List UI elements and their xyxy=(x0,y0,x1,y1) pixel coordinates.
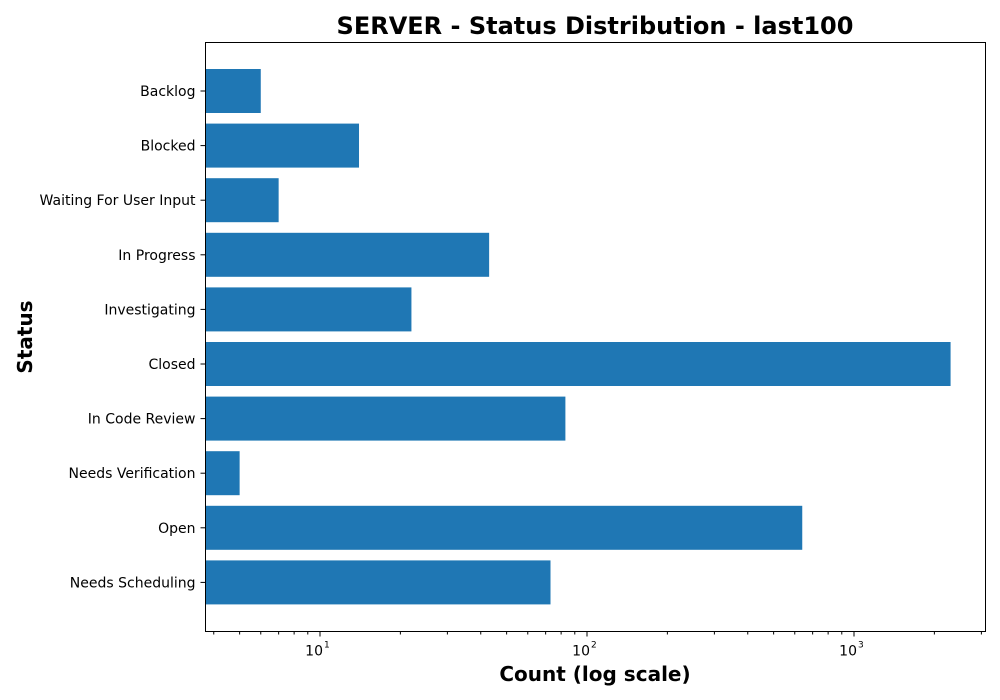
bar-closed xyxy=(205,342,951,386)
x-axis-ticks: 10 1 10 2 10 3 xyxy=(213,631,982,660)
bar-needs-verification xyxy=(205,451,240,496)
bar-needs-scheduling xyxy=(205,560,551,605)
y-tick-label: Backlog xyxy=(140,84,195,100)
bar-in-code-review xyxy=(205,396,566,441)
x-tick-label: 10 1 xyxy=(305,641,330,660)
bar-blocked xyxy=(205,123,360,168)
x-tick-label: 10 2 xyxy=(572,641,597,660)
y-tick-label: Closed xyxy=(148,357,195,373)
y-tick-label: In Code Review xyxy=(88,412,196,428)
bar-investigating xyxy=(205,287,412,332)
y-tick-label: Investigating xyxy=(104,302,195,318)
x-tick-exponent: 3 xyxy=(858,641,864,651)
bar-open xyxy=(205,505,803,550)
x-tick-label: 10 3 xyxy=(839,641,864,660)
bar-backlog xyxy=(205,69,261,113)
plot-frame xyxy=(205,42,986,632)
y-tick-label: Waiting For User Input xyxy=(40,193,196,209)
y-axis-ticks: Backlog Blocked Waiting For User Input In P… xyxy=(40,84,206,591)
x-axis-label: Count (log scale) xyxy=(499,662,690,686)
x-tick-exponent: 2 xyxy=(591,641,597,651)
x-tick-base: 10 xyxy=(839,644,857,660)
x-tick-exponent: 1 xyxy=(324,641,330,651)
y-tick-label: Needs Scheduling xyxy=(70,575,196,591)
y-tick-label: Blocked xyxy=(141,139,196,155)
bar-waiting-for-user-input xyxy=(205,178,279,223)
y-tick-label: Needs Verification xyxy=(69,466,196,482)
y-tick-label: Open xyxy=(158,521,195,537)
bars-group xyxy=(205,69,951,605)
y-tick-label: In Progress xyxy=(118,248,195,264)
x-tick-base: 10 xyxy=(305,644,323,660)
x-tick-base: 10 xyxy=(572,644,590,660)
bar-in-progress xyxy=(205,232,490,277)
y-axis-label: Status xyxy=(13,300,37,373)
chart-title: SERVER - Status Distribution - last100 xyxy=(337,12,854,40)
